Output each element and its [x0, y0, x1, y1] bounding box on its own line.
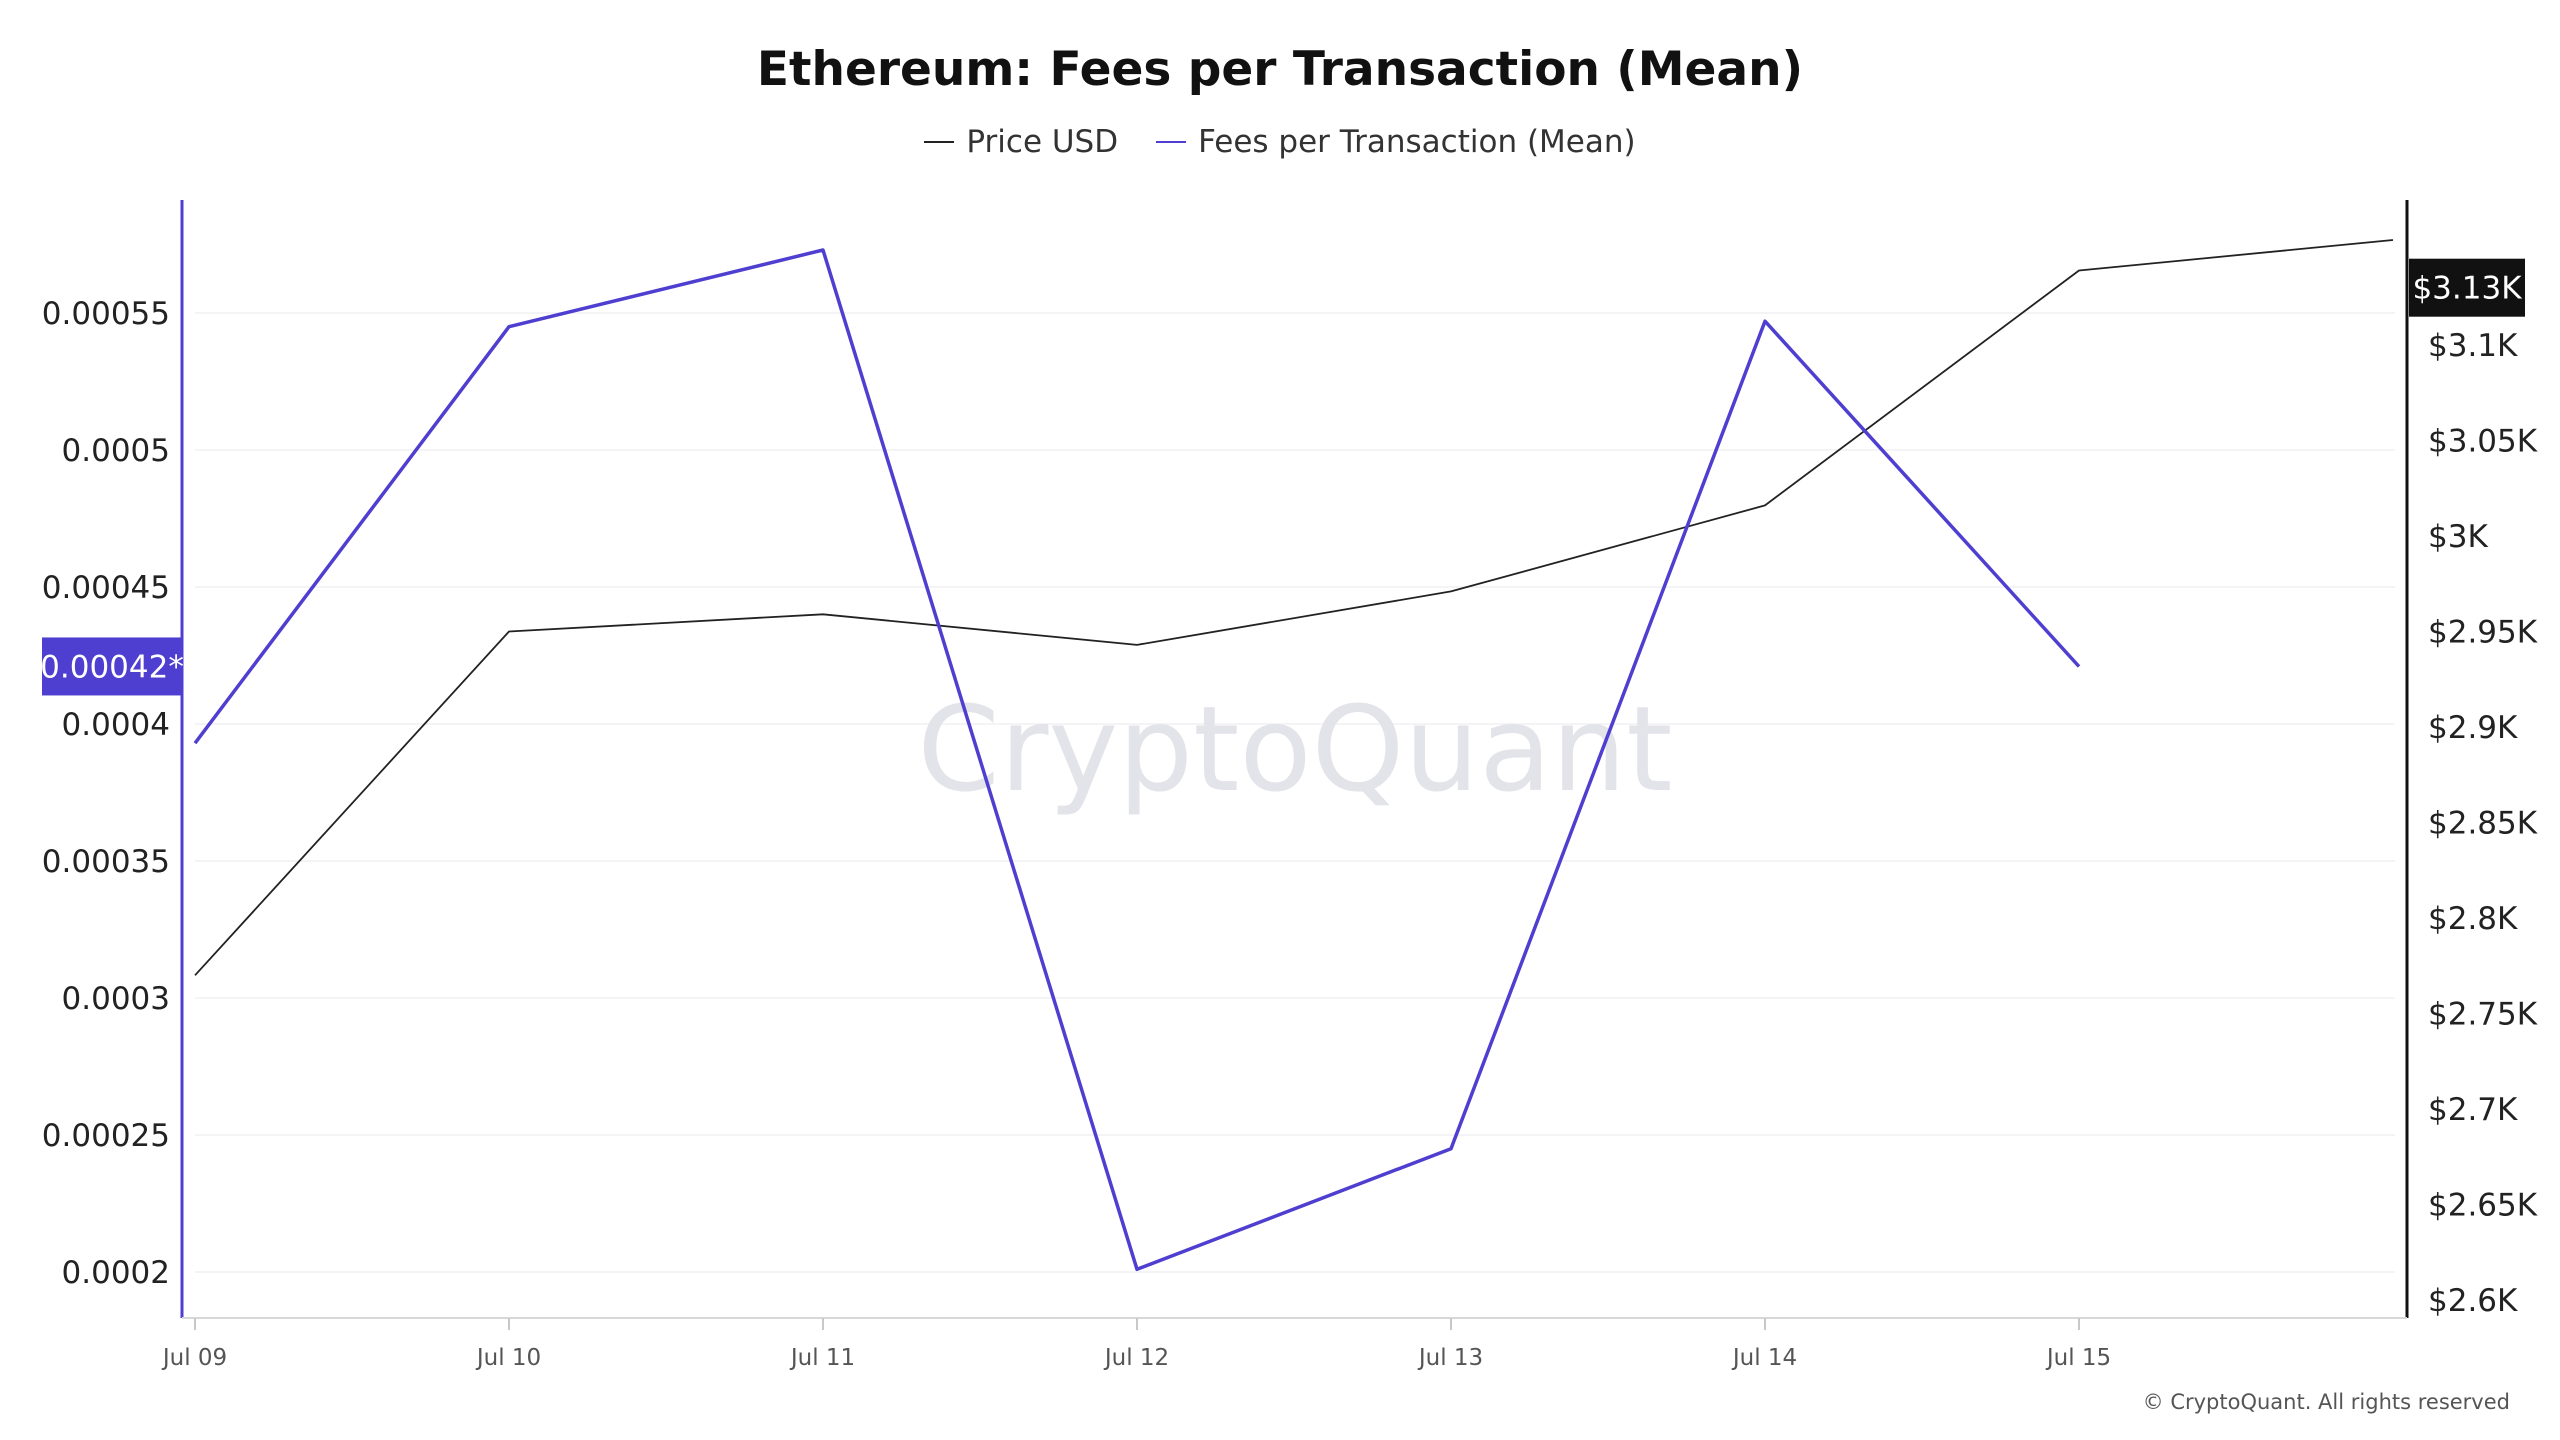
watermark: CryptoQuant [917, 680, 1672, 818]
legend-item-price[interactable]: Price USD [924, 124, 1118, 160]
data-point-price[interactable] [820, 611, 826, 617]
chart-title: Ethereum: Fees per Transaction (Mean) [756, 42, 1804, 97]
data-point-fees[interactable] [2076, 663, 2082, 669]
legend-swatch-fees [1156, 141, 1187, 143]
data-point-fees[interactable] [192, 740, 198, 746]
data-point-fees[interactable] [1762, 318, 1768, 324]
data-point-price[interactable] [506, 629, 512, 635]
left-tick-label: 0.00035 [42, 844, 170, 880]
right-tick-label: $2.6K [2428, 1283, 2518, 1319]
copyright-text: © CryptoQuant. All rights reserved [2142, 1390, 2510, 1414]
right-tick-label: $2.65K [2428, 1188, 2538, 1224]
right-tick-label: $2.7K [2428, 1092, 2518, 1128]
marker-layer: 0.00042* $3.13K [40, 258, 2525, 696]
data-point-price[interactable] [1448, 588, 1454, 594]
right-tick-label: $3.05K [2428, 424, 2538, 460]
legend-item-fees[interactable]: Fees per Transaction (Mean) [1156, 124, 1636, 160]
x-tick-label: Jul 15 [2045, 1345, 2111, 1371]
left-tick-label: 0.0002 [62, 1255, 170, 1291]
x-tick-label: Jul 14 [1731, 1345, 1797, 1371]
left-tick-label: 0.0005 [62, 433, 170, 469]
series-line-fees[interactable] [193, 248, 2081, 1272]
data-point-fees[interactable] [1134, 1266, 1140, 1272]
legend-swatch-price [924, 141, 955, 143]
right-tick-label: $2.75K [2428, 997, 2538, 1033]
left-tick-label: 0.0003 [62, 981, 170, 1017]
legend-label-fees: Fees per Transaction (Mean) [1198, 124, 1636, 160]
legend-label-price: Price USD [966, 124, 1119, 160]
left-tick-label: 0.00055 [42, 296, 170, 332]
ticks-layer: 0.0002 0.00025 0.0003 0.00035 0.0004 0.00045 0… [42, 296, 2538, 1371]
data-point-price[interactable] [2390, 237, 2396, 243]
left-tick-label: 0.00045 [42, 570, 170, 606]
x-tick-label: Jul 12 [1103, 1345, 1169, 1371]
current-value-badge-left [42, 637, 182, 696]
current-value-badge-right [2409, 258, 2525, 317]
right-tick-label: $2.95K [2428, 615, 2538, 651]
data-point-price[interactable] [1762, 502, 1768, 508]
legend: Price USD Fees per Transaction (Mean) [0, 124, 2560, 160]
grid-layer [195, 312, 2395, 1273]
left-tick-label: 0.0004 [62, 707, 170, 743]
x-tick-label: Jul 10 [475, 1345, 541, 1371]
right-tick-label: $2.85K [2428, 806, 2538, 842]
series-layer [192, 237, 2396, 1272]
data-point-fees[interactable] [506, 324, 512, 330]
right-tick-label: $2.9K [2428, 710, 2518, 746]
x-tick-label: Jul 13 [1417, 1345, 1483, 1371]
right-tick-label: $3.1K [2428, 328, 2518, 364]
right-tick-label: $2.8K [2428, 901, 2518, 937]
current-value-label-left: 0.00042* [40, 649, 184, 685]
x-tick-label: Jul 09 [161, 1345, 227, 1371]
right-tick-label: $3K [2428, 519, 2488, 555]
data-point-fees[interactable] [1448, 1146, 1454, 1152]
data-point-price[interactable] [1134, 642, 1140, 648]
current-value-label-right: $3.13K [2412, 271, 2522, 307]
data-point-price[interactable] [192, 972, 198, 978]
axes-layer [180, 200, 2409, 1319]
left-tick-label: 0.00025 [42, 1118, 170, 1154]
data-point-price[interactable] [2076, 268, 2082, 274]
data-point-fees[interactable] [820, 247, 826, 253]
x-tick-label: Jul 11 [789, 1345, 855, 1371]
series-line-price[interactable] [194, 239, 2394, 976]
